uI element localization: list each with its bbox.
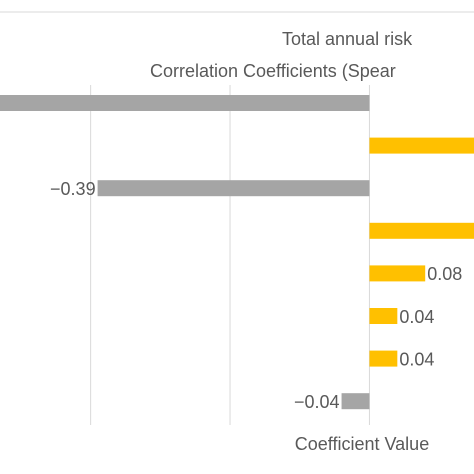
data-label: −0.39: [50, 179, 96, 199]
data-label: 0.04: [399, 307, 434, 327]
bar: [369, 308, 398, 324]
bar: [369, 222, 474, 239]
data-label: 0.08: [427, 264, 462, 284]
bar: [0, 95, 370, 111]
x-axis-title: Coefficient Value: [295, 434, 429, 454]
bar: [341, 393, 370, 410]
chart-subtitle: Correlation Coefficients (Spear: [150, 61, 396, 81]
bar: [369, 265, 426, 282]
bar: [369, 137, 474, 154]
bar: [369, 350, 398, 367]
data-label: 0.04: [399, 349, 434, 369]
chart-title: Total annual risk: [282, 29, 413, 49]
data-label: −0.04: [294, 392, 340, 412]
bar: [97, 180, 370, 197]
